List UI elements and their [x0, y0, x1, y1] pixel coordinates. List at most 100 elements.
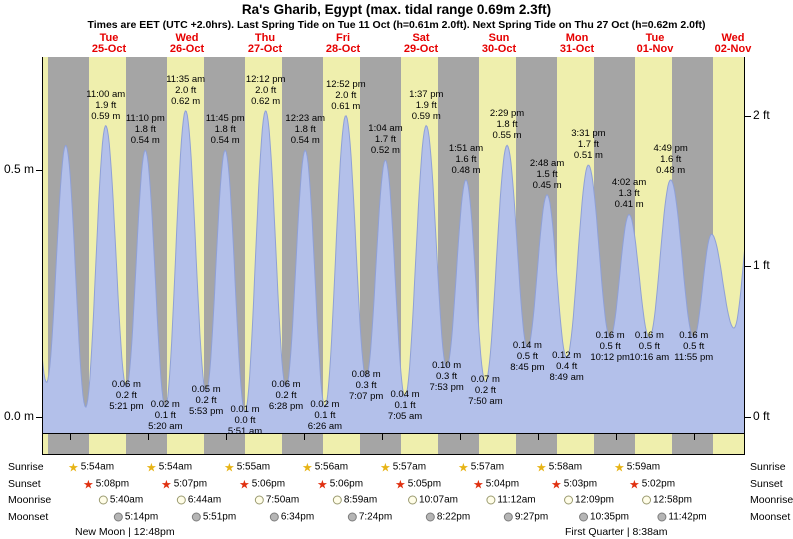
day-name: Fri	[335, 32, 351, 44]
low-tide-label: 0.02 m 0.1 ft 6:26 am	[302, 399, 348, 432]
tide-label-line: 10:16 am	[629, 351, 670, 363]
day-label: Sat 29-Oct	[404, 33, 438, 55]
day-name: Tue	[99, 32, 119, 44]
sunrise-star-icon: ★	[301, 460, 313, 474]
tide-label-line: 5:51 am	[227, 426, 263, 438]
tide-label-line: 5:53 pm	[188, 406, 224, 418]
day-name: Thu	[254, 32, 276, 44]
tide-label-line: 0.55 m	[492, 130, 522, 142]
tide-label-line: 11:45 pm	[205, 113, 245, 125]
sunrise-time: ★ 5:58am	[536, 461, 582, 473]
low-tide-label: 0.16 m 0.5 ft 11:55 pm	[671, 330, 717, 363]
sunrise-time: ★ 5:57am	[458, 461, 504, 473]
tide-label-line: 4:49 pm	[653, 142, 688, 154]
sunrise-star-icon: ★	[223, 460, 235, 474]
low-tide-label: 0.02 m 0.1 ft 5:20 am	[142, 399, 188, 432]
moonrise-icon	[408, 495, 418, 505]
moonset-icon	[503, 512, 513, 522]
sunset-star-icon: ★	[628, 477, 640, 491]
tide-label-line: 0.2 ft	[115, 390, 137, 402]
astro-time-text: 9:27pm	[514, 511, 549, 523]
day-label: Wed 26-Oct	[170, 33, 204, 55]
low-tide-label: 0.01 m 0.0 ft 5:51 am	[222, 404, 268, 437]
moonset-time: 11:42pm	[657, 511, 707, 523]
day-label: Mon 31-Oct	[560, 33, 594, 55]
sunrise-time: ★ 5:57am	[380, 461, 427, 473]
tide-label-line: 11:00 am	[86, 88, 126, 100]
moonset-icon	[579, 512, 589, 522]
high-tide-label: 12:23 am 1.8 ft 0.54 m	[282, 113, 328, 146]
astro-time-text: 5:06pm	[251, 478, 286, 490]
day-date: 28-Oct	[325, 43, 361, 55]
moonrise-icon	[98, 495, 108, 505]
y-axis-tick	[36, 417, 42, 418]
moonrise-row-label-right: Moonrise	[750, 494, 793, 506]
low-tide-label: 0.07 m 0.2 ft 7:50 am	[462, 374, 508, 407]
tide-label-line: 0.02 m	[150, 399, 180, 411]
tide-label-line: 0.0 ft	[234, 415, 256, 427]
tide-label-line: 0.2 ft	[275, 390, 297, 402]
sunset-time: ★ 5:05pm	[395, 478, 441, 490]
moonset-time: 5:51pm	[191, 511, 237, 523]
chart-title: Ra's Gharib, Egypt (max. tidal range 0.6…	[241, 2, 552, 17]
day-name: Mon	[565, 32, 589, 44]
tide-label-line: 6:26 am	[307, 421, 343, 433]
tide-label-line: 12:52 pm	[326, 78, 366, 90]
tide-label-line: 1.6 ft	[660, 153, 682, 165]
plot-bottom-border	[42, 454, 745, 455]
astro-time-text: 5:54am	[80, 461, 115, 473]
day-date: 30-Oct	[481, 43, 517, 55]
low-tide-label: 0.05 m 0.2 ft 5:53 pm	[183, 384, 229, 417]
sunset-star-icon: ★	[472, 477, 484, 491]
tide-label-line: 0.16 m	[634, 329, 664, 341]
day-label: Tue 25-Oct	[92, 33, 126, 55]
tide-label-line: 1.3 ft	[618, 188, 640, 200]
low-tide-label: 0.06 m 0.2 ft 6:28 pm	[263, 379, 309, 412]
astro-time-text: 7:24pm	[358, 511, 393, 523]
tide-label-line: 0.10 m	[432, 359, 462, 371]
tide-label-line: 2.0 ft	[175, 84, 197, 96]
moon-phase-new-moon: New Moon | 12:48pm	[75, 526, 175, 538]
moonrise-time: 11:12am	[486, 495, 536, 506]
high-tide-label: 2:29 pm 1.8 ft 0.55 m	[484, 108, 530, 141]
day-name: Wed	[175, 32, 199, 44]
moonrise-time: 6:44am	[176, 495, 221, 506]
tide-label-line: 0.62 m	[251, 95, 281, 107]
day-label: Fri 28-Oct	[326, 33, 360, 55]
moonrise-icon	[176, 495, 186, 505]
astro-time-text: 5:57am	[392, 461, 427, 473]
sunrise-time: ★ 5:55am	[223, 460, 270, 474]
moonrise-icon	[332, 495, 342, 505]
tide-label-line: 0.4 ft	[556, 360, 578, 372]
tide-label-line: 5:20 am	[148, 421, 183, 433]
astro-time-text: 10:35pm	[590, 511, 629, 523]
high-tide-label: 12:12 pm 2.0 ft 0.62 m	[243, 74, 289, 107]
tide-label-line: 1:04 am	[368, 123, 403, 135]
sunset-star-icon: ★	[316, 477, 328, 491]
tide-label-line: 1.7 ft	[374, 134, 397, 146]
moonset-icon	[347, 512, 357, 522]
moonset-time: 9:27pm	[503, 511, 549, 523]
tide-label-line: 0.2 ft	[195, 395, 217, 407]
low-tide-label: 0.10 m 0.3 ft 7:53 pm	[424, 360, 470, 393]
tide-label-line: 0.1 ft	[154, 410, 176, 422]
tide-label-line: 2:48 am	[529, 157, 565, 169]
tide-label-line: 0.5 ft	[638, 340, 660, 352]
astro-time-text: 11:42pm	[668, 511, 707, 523]
moonset-icon	[425, 512, 435, 522]
moonrise-time: 8:59am	[332, 495, 377, 506]
moonset-time: 7:24pm	[347, 511, 393, 523]
tide-label-line: 0.12 m	[552, 349, 582, 361]
y-axis-label-feet: 0 ft	[753, 409, 770, 423]
tide-label-line: 0.41 m	[614, 199, 644, 211]
high-tide-label: 11:10 pm 1.8 ft 0.54 m	[122, 113, 168, 146]
astro-time-text: 5:51pm	[202, 511, 237, 523]
sunset-row-label-right: Sunset	[750, 478, 783, 490]
high-tide-label: 1:51 am 1.6 ft 0.48 m	[443, 143, 489, 176]
daylight-band	[42, 57, 48, 455]
tide-label-line: 6:28 pm	[268, 401, 304, 413]
midnight-tick	[148, 434, 149, 440]
moonrise-time: 7:50am	[254, 495, 299, 506]
tide-label-line: 0.14 m	[512, 339, 542, 351]
sunset-row-label-left: Sunset	[8, 478, 41, 490]
